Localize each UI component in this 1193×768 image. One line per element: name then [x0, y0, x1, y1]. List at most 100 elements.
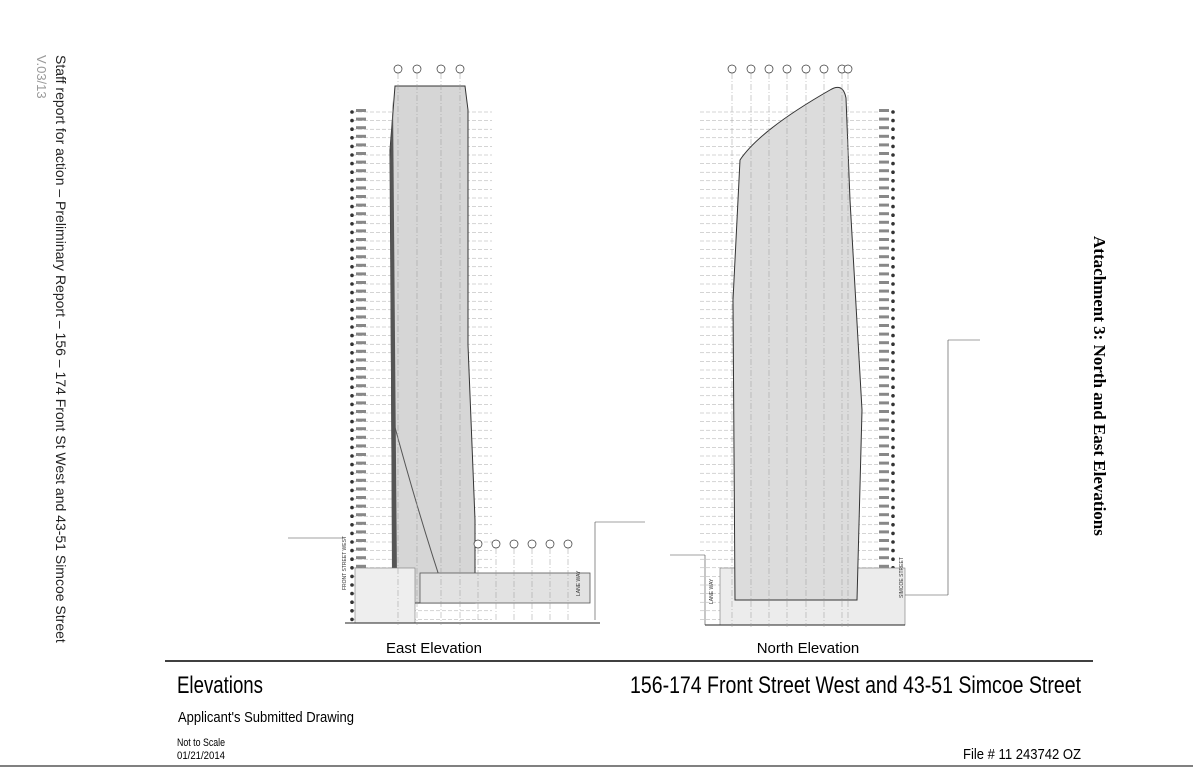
- street-label: SIMCOE STREET: [899, 557, 905, 598]
- level-tag: [356, 324, 366, 327]
- level-tag: [879, 229, 889, 233]
- grid-bubble: [563, 539, 573, 549]
- level-marker: [350, 583, 354, 587]
- level-marker: [891, 514, 895, 518]
- level-tag: [356, 530, 366, 534]
- level-marker: [891, 488, 895, 493]
- level-tag: [356, 410, 366, 413]
- level-tag: [879, 358, 889, 362]
- level-tag: [356, 315, 366, 319]
- grid-bubble: [527, 539, 537, 549]
- level-marker: [350, 256, 354, 261]
- grid-bubble: [764, 64, 774, 74]
- level-marker: [350, 394, 354, 398]
- level-tag: [879, 375, 889, 379]
- level-tag: [879, 152, 889, 155]
- level-marker: [891, 394, 895, 398]
- level-tag: [879, 281, 889, 284]
- level-marker: [350, 342, 354, 347]
- level-marker: [891, 359, 895, 364]
- grid-bubble: [491, 539, 501, 549]
- level-marker: [350, 153, 354, 157]
- level-tag: [356, 513, 366, 517]
- street-label: LANE WAY: [709, 578, 715, 604]
- level-marker: [350, 428, 354, 433]
- level-tag: [356, 263, 366, 267]
- level-tag: [879, 324, 889, 327]
- level-tag: [879, 186, 889, 190]
- level-marker: [891, 265, 895, 269]
- level-marker: [891, 325, 895, 329]
- east-tower: [389, 85, 476, 604]
- level-tag: [879, 255, 889, 259]
- level-tag: [879, 220, 889, 224]
- level-marker: [350, 222, 354, 226]
- grid-bubble: [843, 64, 853, 74]
- level-tag: [879, 126, 889, 130]
- level-marker: [350, 617, 354, 622]
- level-tag: [879, 332, 889, 336]
- level-marker: [350, 437, 354, 441]
- level-tag: [879, 272, 889, 276]
- level-tag: [879, 109, 889, 112]
- level-marker: [891, 204, 895, 209]
- level-tag: [356, 246, 366, 250]
- level-marker: [350, 265, 354, 269]
- level-tag: [879, 427, 889, 431]
- level-marker: [891, 179, 895, 183]
- level-tag: [879, 564, 889, 568]
- level-marker: [350, 325, 354, 329]
- grid-bubble: [727, 64, 737, 74]
- level-tag: [356, 461, 366, 465]
- level-marker: [891, 161, 895, 166]
- level-tag: [356, 143, 366, 147]
- level-marker: [891, 256, 895, 261]
- level-tag: [879, 177, 889, 181]
- grid-bubble: [412, 64, 422, 74]
- level-tag: [879, 556, 889, 560]
- level-tag: [879, 410, 889, 413]
- level-tag: [356, 255, 366, 259]
- level-marker: [891, 454, 895, 458]
- level-tag: [879, 143, 889, 147]
- level-marker: [891, 273, 895, 278]
- level-marker: [350, 299, 354, 304]
- level-marker: [891, 471, 895, 476]
- level-tag: [356, 186, 366, 190]
- level-tag: [356, 375, 366, 379]
- level-marker: [350, 161, 354, 166]
- footer-date: 01/21/2014: [177, 750, 225, 762]
- level-marker: [891, 187, 895, 192]
- level-marker: [891, 428, 895, 433]
- level-marker: [891, 110, 895, 114]
- grid-bubble: [393, 64, 403, 74]
- level-marker: [891, 170, 895, 174]
- level-marker: [891, 247, 895, 252]
- level-marker: [350, 204, 354, 209]
- level-tag: [356, 109, 366, 112]
- level-marker: [350, 273, 354, 278]
- level-tag: [879, 487, 889, 491]
- level-tag: [356, 220, 366, 224]
- level-tag: [879, 392, 889, 396]
- level-tag: [879, 203, 889, 207]
- level-marker: [350, 566, 354, 570]
- level-tag: [356, 367, 366, 370]
- level-marker: [350, 282, 354, 286]
- level-tag: [879, 384, 889, 388]
- level-tag: [356, 117, 366, 121]
- level-marker: [891, 299, 895, 304]
- level-marker: [891, 505, 895, 510]
- level-marker: [350, 376, 354, 381]
- level-marker: [891, 316, 895, 321]
- level-marker: [891, 127, 895, 131]
- level-tag: [879, 461, 889, 465]
- level-marker: [350, 454, 354, 458]
- level-tag: [879, 298, 889, 302]
- level-marker: [350, 591, 354, 596]
- level-marker: [891, 282, 895, 286]
- level-tag: [879, 539, 889, 542]
- level-marker: [350, 600, 354, 604]
- level-marker: [891, 333, 895, 338]
- east-elevation: FRONT STREET WEST LANE WAY East Elevatio…: [288, 85, 645, 657]
